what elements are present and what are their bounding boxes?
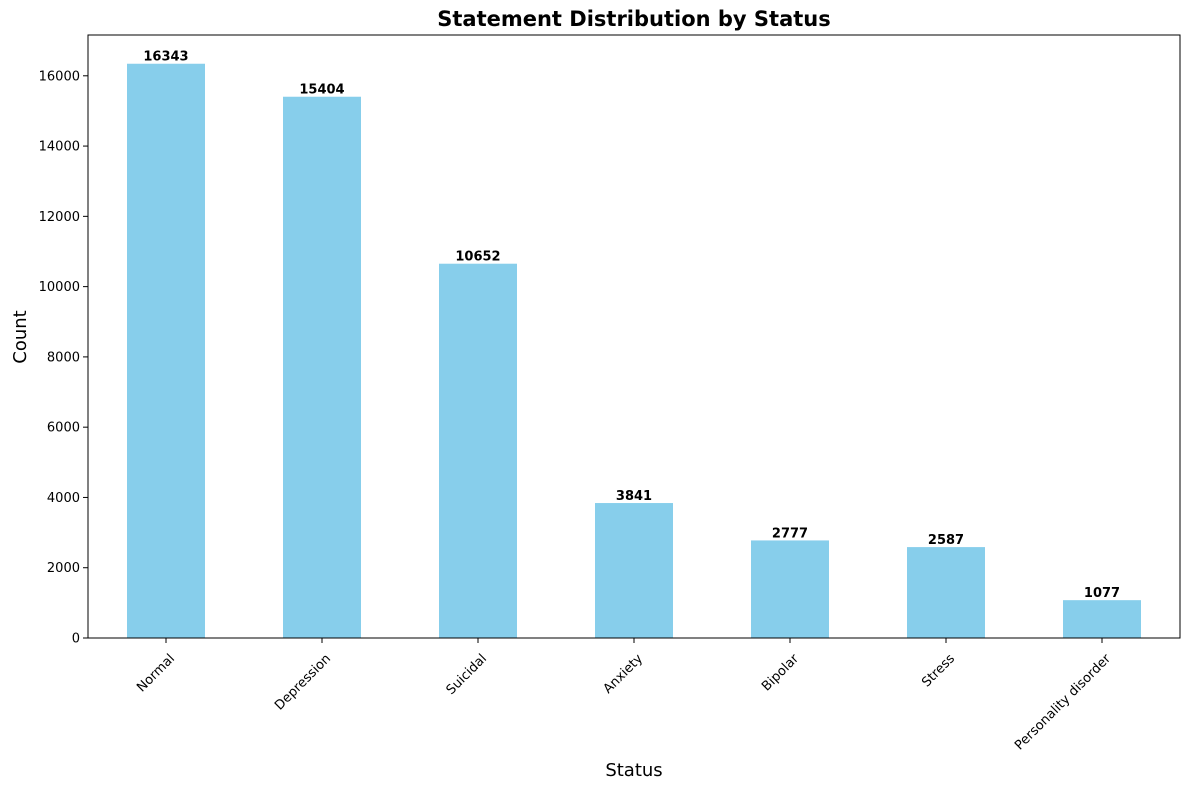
y-tick-label: 8000 <box>47 350 80 365</box>
x-tick-label: Depression <box>272 651 334 713</box>
data-label: 1077 <box>1084 586 1120 601</box>
x-axis-ticks: Normal Depression Suicidal Anxiety Bipolar St… <box>134 638 1115 753</box>
bar-normal <box>127 63 205 638</box>
data-label: 16343 <box>143 50 188 65</box>
bar-bipolar <box>751 540 829 638</box>
data-label: 2587 <box>928 533 964 548</box>
x-tick-label: Bipolar <box>759 651 802 694</box>
x-tick-label: Anxiety <box>601 651 647 697</box>
y-tick-label: 14000 <box>39 140 80 155</box>
x-tick-label: Stress <box>919 651 958 690</box>
y-tick-label: 0 <box>72 632 80 647</box>
bar-personality-disorder <box>1063 600 1141 638</box>
x-tick-label: Personality disorder <box>1012 651 1114 753</box>
chart-title: Statement Distribution by Status <box>437 7 831 31</box>
y-tick-label: 4000 <box>47 491 80 506</box>
data-label: 2777 <box>772 526 808 541</box>
y-tick-label: 6000 <box>47 421 80 436</box>
bars-group <box>127 63 1141 639</box>
y-tick-label: 12000 <box>39 210 80 225</box>
y-axis-ticks: 0 2000 4000 6000 8000 10000 12000 14000 16000 <box>39 69 88 647</box>
y-tick-label: 10000 <box>39 280 80 295</box>
data-label: 10652 <box>455 250 500 265</box>
x-axis-label: Status <box>605 760 662 781</box>
bar-suicidal <box>439 263 517 638</box>
plot-frame <box>87 34 1181 639</box>
bar-stress <box>907 547 985 638</box>
x-tick-label: Normal <box>134 651 178 695</box>
bar-anxiety <box>595 503 673 638</box>
data-label: 3841 <box>616 489 652 504</box>
data-labels-group: 16343 15404 10652 3841 2777 2587 1077 <box>143 50 1120 601</box>
data-label: 15404 <box>299 83 344 98</box>
bar-depression <box>283 96 361 639</box>
y-tick-label: 2000 <box>47 561 80 576</box>
y-axis-label: Count <box>10 310 31 363</box>
y-tick-label: 16000 <box>39 69 80 84</box>
x-tick-label: Suicidal <box>444 651 490 697</box>
